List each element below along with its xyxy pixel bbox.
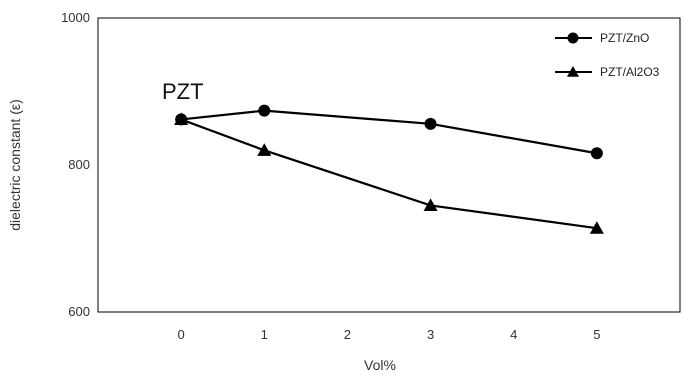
data-point-zno (590, 147, 603, 160)
x-tick-label: 1 (261, 327, 268, 342)
x-tick-label: 0 (178, 327, 185, 342)
legend: PZT/ZnO PZT/Al2O3 (555, 31, 660, 79)
pzt-annotation: PZT (162, 79, 204, 104)
y-tick-label: 800 (68, 157, 90, 172)
legend-marker-zno (567, 32, 579, 44)
series-line-zno (181, 109, 598, 155)
x-axis-title: Vol% (364, 357, 396, 373)
x-tick-label: 2 (344, 327, 351, 342)
y-axis-ticks: 600 800 1000 (61, 10, 90, 319)
data-point-al2o3 (257, 143, 272, 156)
x-tick-label: 4 (510, 327, 517, 342)
data-point-zno (258, 104, 271, 117)
legend-marker-al2o3 (567, 66, 579, 77)
x-tick-label: 5 (593, 327, 600, 342)
y-axis-title: dielectric constant (ε) (7, 99, 23, 231)
data-point-al2o3 (174, 112, 189, 126)
y-tick-label: 600 (68, 304, 90, 319)
series-layer (174, 104, 604, 234)
plot-area (97, 17, 681, 313)
data-point-al2o3 (423, 198, 438, 212)
x-axis-ticks: 0 1 2 3 4 5 (178, 327, 601, 342)
y-tick-label: 1000 (61, 10, 90, 25)
data-point-zno (424, 117, 437, 130)
legend-label-al2o3: PZT/Al2O3 (600, 65, 660, 79)
legend-label-zno: PZT/ZnO (600, 31, 649, 45)
data-point-al2o3 (589, 221, 604, 234)
series-line-al2o3 (180, 118, 598, 230)
x-tick-label: 3 (427, 327, 434, 342)
